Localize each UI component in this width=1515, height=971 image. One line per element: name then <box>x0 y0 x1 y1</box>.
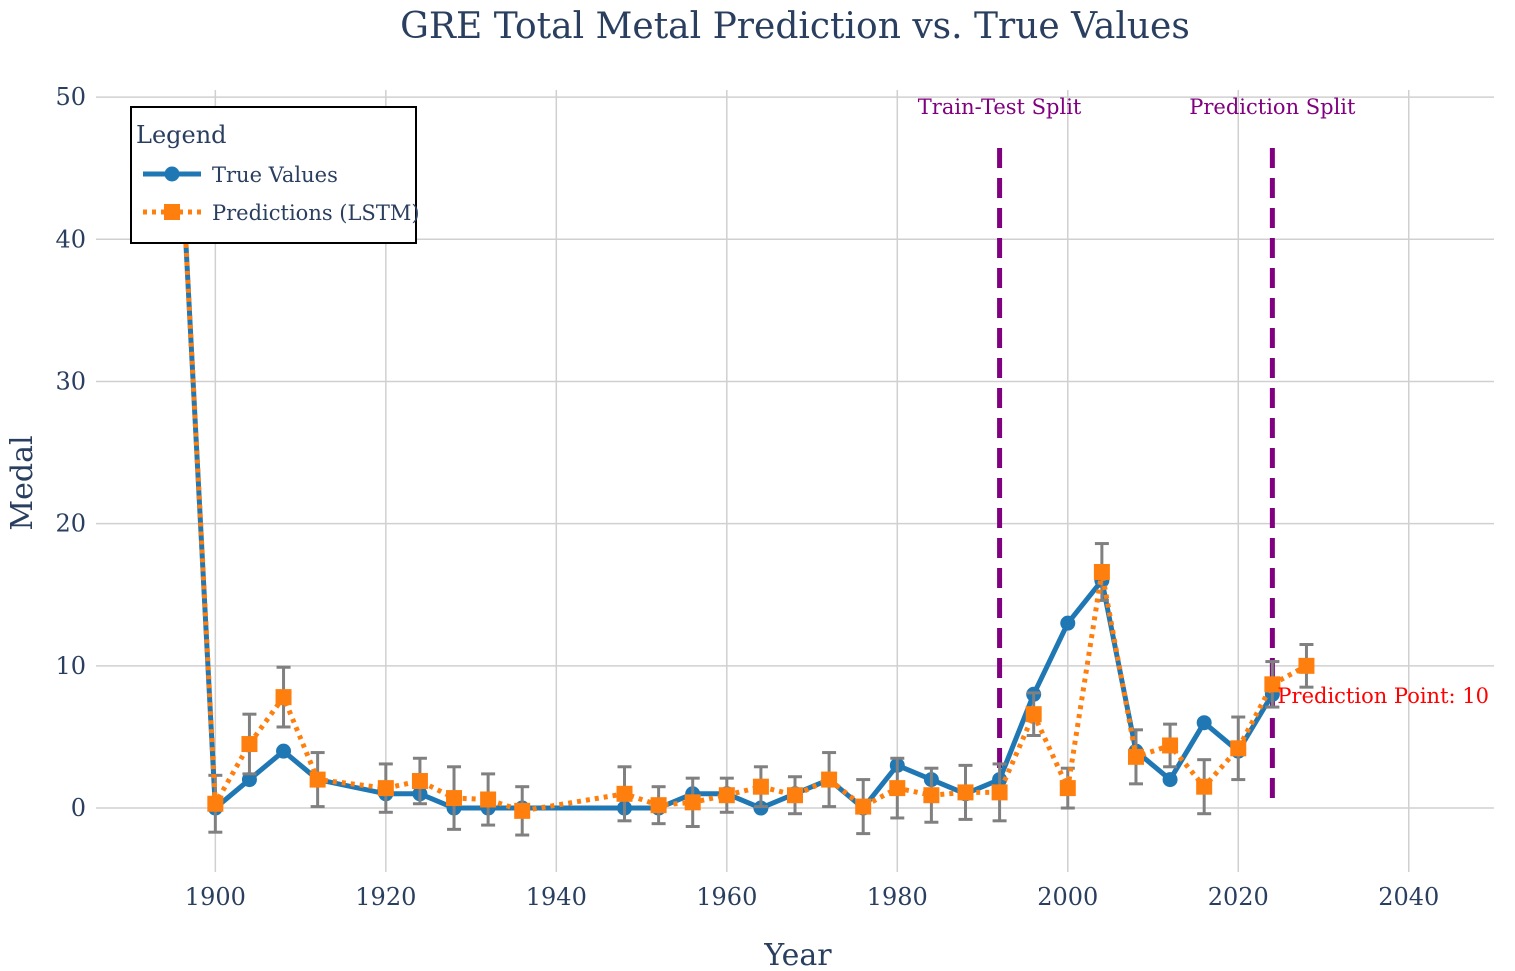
prediction-point <box>207 795 224 812</box>
predictions-line <box>178 153 1308 814</box>
prediction-point <box>1298 657 1315 674</box>
x-tick-label: 2040 <box>1378 883 1439 911</box>
annotation-prediction-point: Prediction Point: 10 <box>1277 684 1489 708</box>
prediction-point <box>616 785 633 802</box>
x-tick-label: 1900 <box>185 883 246 911</box>
prediction-point <box>718 787 735 804</box>
prediction-point <box>446 790 463 807</box>
x-tick-label: 2000 <box>1037 883 1098 911</box>
true-value-point <box>1196 715 1212 731</box>
y-tick-label: 10 <box>55 652 86 680</box>
y-axis-label: Medal <box>5 435 40 530</box>
y-tick-label: 50 <box>55 83 86 111</box>
prediction-point <box>1230 740 1247 757</box>
annotations: Train-Test Split Prediction Split Predicti… <box>918 95 1489 708</box>
true-value-point <box>1060 615 1076 631</box>
x-axis-label: Year <box>763 938 832 971</box>
prediction-point <box>855 798 872 815</box>
prediction-point <box>411 773 428 790</box>
legend-true-marker-swatch <box>164 166 180 182</box>
prediction-point <box>480 791 497 808</box>
annotation-prediction-split: Prediction Split <box>1189 95 1356 119</box>
prediction-point <box>241 736 258 753</box>
legend-entry-predictions: Predictions (LSTM) <box>212 201 420 225</box>
legend: Legend True Values Predictions (LSTM) <box>130 106 420 244</box>
prediction-point <box>923 787 940 804</box>
prediction-point <box>1162 737 1179 754</box>
true-value-point <box>241 772 257 788</box>
series <box>173 145 1315 837</box>
prediction-point <box>1127 748 1144 765</box>
y-tick-label: 20 <box>55 510 86 538</box>
y-tick-label: 40 <box>55 225 86 253</box>
legend-title: Legend <box>136 121 227 149</box>
annotation-train-test-split: Train-Test Split <box>918 95 1082 119</box>
axis-ticks: 1900 1920 1940 1960 1980 2000 2020 2040 0 10 20 30 4… <box>55 83 1439 911</box>
prediction-point <box>787 787 803 804</box>
true-value-point <box>276 743 292 759</box>
y-tick-label: 0 <box>71 794 86 822</box>
x-tick-label: 1920 <box>355 883 416 911</box>
x-tick-label: 1980 <box>867 883 928 911</box>
prediction-point <box>889 780 906 797</box>
prediction-point <box>752 778 769 795</box>
prediction-point <box>514 802 531 819</box>
prediction-point <box>1264 676 1281 693</box>
prediction-point <box>1025 706 1042 723</box>
prediction-point <box>1196 778 1213 795</box>
x-tick-label: 1940 <box>526 883 587 911</box>
prediction-point <box>1093 563 1110 580</box>
prediction-point <box>821 771 838 788</box>
legend-pred-marker-swatch <box>164 204 180 220</box>
prediction-point <box>684 794 701 811</box>
prediction-point <box>650 797 667 814</box>
prediction-point <box>957 784 974 801</box>
prediction-point <box>1059 780 1076 797</box>
prediction-point <box>377 780 394 797</box>
x-tick-label: 2020 <box>1208 883 1269 911</box>
true-value-point <box>1162 772 1178 788</box>
y-tick-label: 30 <box>55 367 86 395</box>
grid <box>96 90 1494 872</box>
prediction-point <box>309 771 326 788</box>
true-values-line <box>178 153 1275 811</box>
prediction-point <box>275 689 292 706</box>
x-tick-label: 1960 <box>696 883 757 911</box>
chart-title: GRE Total Metal Prediction vs. True Valu… <box>400 6 1190 47</box>
legend-entry-true-values: True Values <box>212 163 338 187</box>
prediction-point <box>991 784 1008 801</box>
